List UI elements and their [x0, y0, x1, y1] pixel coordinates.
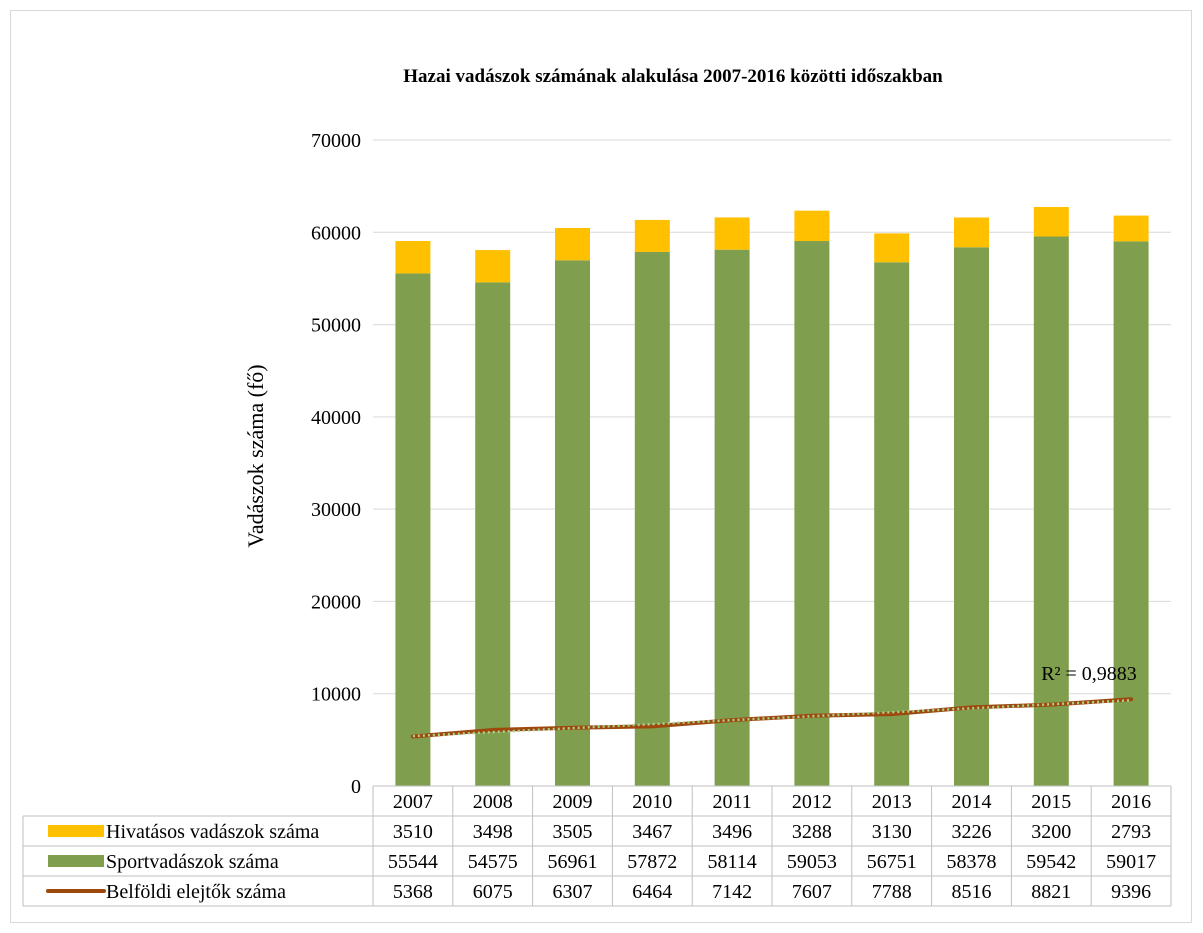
- chart-area: Hazai vadászok számának alakulása 2007-2…: [10, 10, 1192, 923]
- table-cell: 56961: [548, 851, 598, 873]
- x-tick-label: 2016: [1111, 791, 1151, 813]
- bar-sportvadaszok: [1113, 241, 1149, 786]
- bar-hivatasos: [1033, 206, 1069, 237]
- table-cell: 9396: [1111, 881, 1151, 903]
- y-tick-label: 20000: [311, 591, 361, 613]
- table-cell: 58114: [707, 851, 756, 873]
- table-cell: 6464: [632, 881, 672, 903]
- table-cell: 59053: [787, 851, 837, 873]
- bar-hivatasos: [634, 219, 670, 252]
- bar-hivatasos: [794, 210, 830, 242]
- bar-hivatasos: [714, 217, 750, 250]
- table-cell: 5368: [393, 881, 433, 903]
- lines: [410, 697, 1134, 739]
- table-cell: 3226: [952, 821, 992, 843]
- y-tick-label: 50000: [311, 315, 361, 337]
- table-cell: 3288: [792, 821, 832, 843]
- x-tick-label: 2014: [952, 791, 992, 813]
- table-cell: 58378: [947, 851, 997, 873]
- y-axis-ticks: 0 10000 20000 30000 40000 50000 60000 70000: [311, 130, 361, 798]
- bar-sportvadaszok: [555, 260, 590, 786]
- data-table: 2007 2008 2009 2010 2011 2012 2013 2014 2015 2016…: [22, 785, 1172, 907]
- bar-sportvadaszok: [874, 262, 910, 786]
- table-cell: 56751: [867, 851, 917, 873]
- y-tick-label: 10000: [311, 684, 361, 706]
- x-tick-label: 2012: [792, 791, 832, 813]
- bar-sportvadaszok: [794, 241, 830, 787]
- bar-sportvadaszok: [1033, 236, 1069, 787]
- table-cell: 59017: [1106, 851, 1156, 873]
- line-belfoldi-elejtok: [410, 697, 1134, 739]
- x-tick-label: 2013: [872, 791, 912, 813]
- bar-sportvadaszok: [714, 249, 750, 786]
- y-axis-label: Vadászok száma (fő): [243, 364, 268, 547]
- table-cell: 3467: [632, 821, 672, 843]
- table-cell: 3130: [872, 821, 912, 843]
- chart-title: Hazai vadászok számának alakulása 2007-2…: [403, 66, 943, 87]
- bar-sportvadaszok: [475, 282, 511, 786]
- bar-sportvadaszok: [395, 273, 431, 787]
- legend-key: [48, 855, 104, 867]
- table-cell: 55544: [388, 851, 438, 873]
- y-tick-label: 40000: [311, 407, 361, 429]
- bar-hivatasos: [475, 250, 511, 283]
- x-tick-label: 2011: [712, 791, 751, 813]
- legend-key: [48, 825, 104, 837]
- table-cell: 7142: [712, 881, 752, 903]
- table-cell: 6075: [473, 881, 513, 903]
- table-cell: 3505: [553, 821, 593, 843]
- bar-sportvadaszok: [634, 251, 670, 786]
- x-tick-label: 2007: [393, 791, 433, 813]
- x-tick-label: 2009: [553, 791, 593, 813]
- table-cell: 7607: [792, 881, 832, 903]
- bar-hivatasos: [555, 227, 590, 261]
- y-tick-label: 60000: [311, 222, 361, 244]
- x-tick-label: 2010: [632, 791, 672, 813]
- table-cell: 3496: [712, 821, 752, 843]
- x-tick-label: 2015: [1031, 791, 1071, 813]
- bar-hivatasos: [395, 241, 431, 274]
- y-tick-label: 30000: [311, 499, 361, 521]
- table-cell: 8516: [952, 881, 992, 903]
- y-tick-label: 70000: [311, 130, 361, 152]
- table-cell: 3510: [393, 821, 433, 843]
- table-cell: 7788: [872, 881, 912, 903]
- trendline-r2-label: R² = 0,9883: [1041, 663, 1137, 685]
- table-cell: 3498: [473, 821, 513, 843]
- legend-label: Belföldi elejtők száma: [106, 881, 286, 903]
- table-cell: 59542: [1026, 851, 1076, 873]
- bar-hivatasos: [1113, 215, 1149, 242]
- bar-hivatasos: [954, 217, 989, 248]
- y-tick-label: 0: [351, 776, 361, 798]
- table-cell: 8821: [1031, 881, 1071, 903]
- bars: [395, 206, 1149, 787]
- legend-label: Sportvadászok száma: [106, 851, 279, 873]
- table-cell: 57872: [627, 851, 677, 873]
- x-tick-label: 2008: [473, 791, 513, 813]
- bar-hivatasos: [874, 233, 910, 263]
- chart-svg: Hazai vadászok számának alakulása 2007-2…: [22, 66, 1172, 907]
- bar-sportvadaszok: [954, 247, 989, 786]
- legend-label: Hivatásos vadászok száma: [106, 821, 319, 843]
- table-cell: 2793: [1111, 821, 1151, 843]
- table-cell: 3200: [1031, 821, 1071, 843]
- table-cell: 54575: [468, 851, 518, 873]
- table-cell: 6307: [553, 881, 593, 903]
